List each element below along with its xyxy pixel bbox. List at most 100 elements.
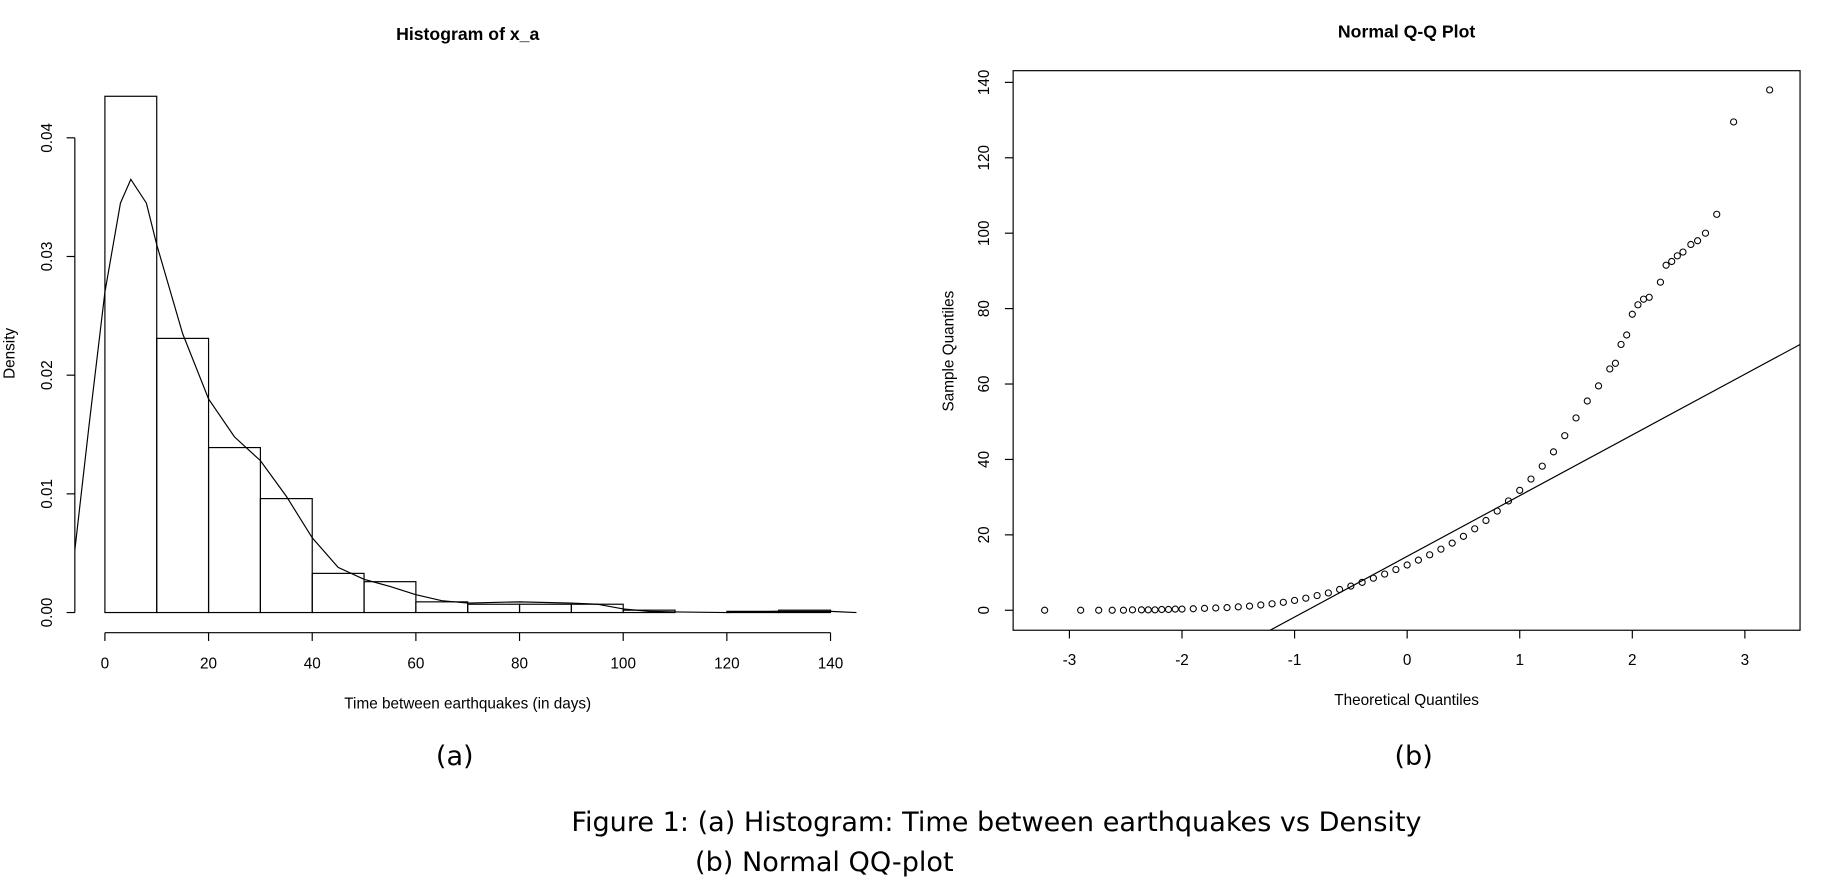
point [1713, 210, 1721, 218]
point [1041, 606, 1049, 614]
point [1095, 606, 1103, 614]
x-axis-label: Theoretical Quantiles [1334, 692, 1479, 709]
y-axis-label: Sample Quantiles [941, 290, 958, 411]
point [1448, 539, 1456, 547]
y-tick-label: 80 [976, 300, 993, 317]
point [1493, 507, 1501, 515]
point [1437, 545, 1445, 553]
point [1459, 532, 1468, 540]
point [1164, 605, 1173, 614]
y-tick-label: 0.03 [39, 242, 56, 272]
bar [415, 601, 469, 614]
point [1516, 486, 1524, 494]
bar [207, 446, 261, 614]
y-tick-label: 0 [976, 606, 993, 615]
point [1623, 331, 1631, 339]
panel-caption: (b) [1394, 741, 1432, 772]
point [1381, 570, 1389, 578]
panel-caption: (a) [436, 741, 474, 772]
figure-caption: Figure 1: (a) Histogram: Time between ea… [571, 807, 1421, 838]
chart-title: Normal Q-Q Plot [1338, 22, 1475, 42]
y-tick-label: 120 [976, 145, 993, 171]
point [1611, 359, 1620, 367]
point [1679, 248, 1687, 256]
point [1730, 118, 1738, 126]
figure-caption: (b) Normal QQ-plot [695, 847, 954, 878]
x-tick-label: -2 [1175, 652, 1189, 669]
point [1137, 606, 1146, 614]
point [1572, 414, 1580, 422]
x-tick-label: 80 [511, 656, 528, 673]
point [1358, 578, 1366, 586]
point [1369, 574, 1377, 582]
point [1617, 340, 1625, 349]
point [1178, 605, 1186, 613]
point [1527, 475, 1535, 483]
point [1628, 310, 1636, 318]
point [1426, 551, 1434, 559]
point [1158, 605, 1166, 614]
point [1257, 601, 1265, 609]
bar [104, 95, 158, 614]
point [1324, 589, 1332, 597]
bar [622, 609, 676, 614]
point [1766, 86, 1774, 94]
point [1504, 497, 1513, 505]
x-tick-label: 0 [101, 656, 110, 673]
point [1392, 565, 1400, 574]
y-axis-label: Density [2, 328, 19, 379]
point [1268, 600, 1276, 608]
plot-frame [1012, 70, 1801, 631]
point [1414, 556, 1423, 564]
point [1302, 594, 1310, 602]
point [1151, 606, 1159, 614]
y-tick-label: 0.02 [39, 360, 56, 390]
y-tick-label: 140 [976, 70, 993, 96]
point [1687, 240, 1695, 249]
point [1128, 606, 1137, 614]
y-tick-label: 20 [976, 526, 993, 543]
x-tick-label: 0 [1403, 652, 1412, 669]
point [1694, 237, 1702, 245]
x-axis-label: Time between earthquakes (in days) [344, 696, 591, 713]
x-tick-label: 100 [610, 656, 636, 673]
point [1634, 301, 1642, 309]
point [1561, 432, 1569, 440]
x-tick-label: 3 [1741, 652, 1750, 669]
point [1403, 561, 1411, 569]
point [1538, 462, 1546, 470]
point [1668, 257, 1676, 266]
x-tick-label: 40 [304, 656, 321, 673]
y-tick-label: 0.00 [39, 598, 56, 628]
point [1290, 596, 1299, 605]
x-tick-label: 60 [407, 656, 424, 673]
x-tick-label: 140 [818, 656, 844, 673]
bar [570, 603, 624, 614]
x-tick-label: 2 [1628, 652, 1637, 669]
point [1645, 293, 1653, 301]
x-tick-label: -3 [1063, 652, 1077, 669]
point [1223, 604, 1231, 612]
point [1549, 448, 1558, 456]
point [1189, 605, 1197, 613]
y-tick-label: 60 [976, 376, 993, 393]
point [1662, 261, 1670, 269]
point [1119, 606, 1128, 614]
x-tick-label: 120 [714, 656, 740, 673]
point [1108, 606, 1116, 614]
point [1212, 604, 1220, 612]
y-tick-label: 100 [976, 220, 993, 246]
point [1471, 525, 1479, 533]
point [1583, 397, 1591, 405]
point [1606, 365, 1614, 373]
y-tick-label: 40 [976, 451, 993, 468]
y-tick-label: 0.01 [39, 479, 56, 509]
bar [363, 581, 417, 614]
point [1673, 252, 1681, 260]
point [1077, 606, 1085, 614]
bar [518, 603, 572, 614]
point [1482, 516, 1490, 525]
point [1336, 585, 1344, 594]
